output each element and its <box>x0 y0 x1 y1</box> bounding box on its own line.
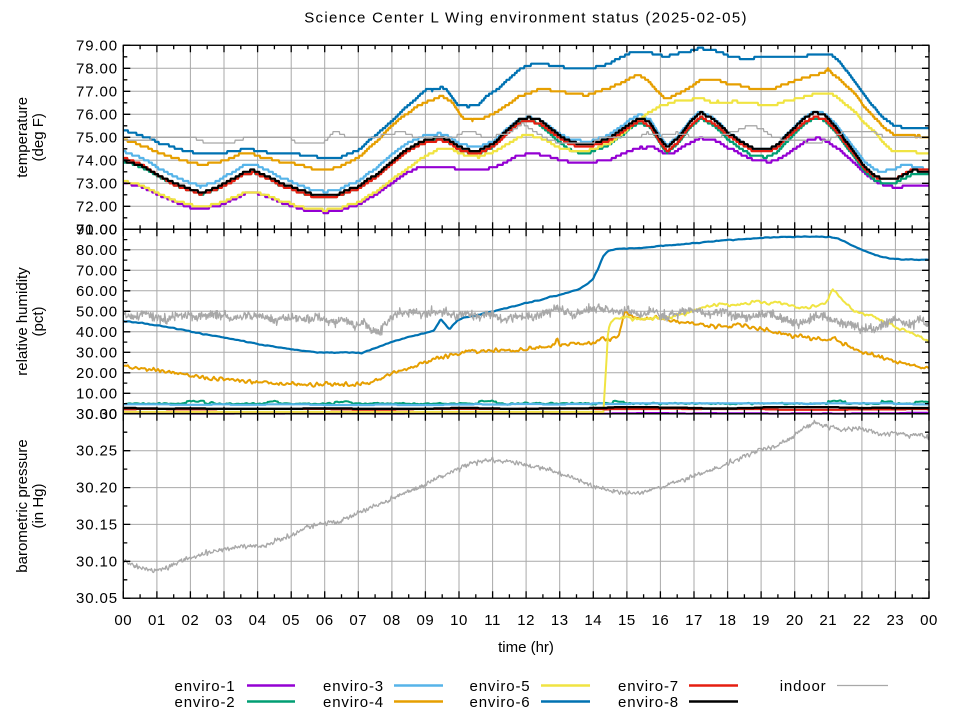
svg-text:30.30: 30.30 <box>76 406 118 423</box>
svg-text:(pct): (pct) <box>30 306 47 336</box>
svg-text:78.00: 78.00 <box>76 60 118 77</box>
svg-text:enviro-2: enviro-2 <box>175 694 236 711</box>
svg-text:15: 15 <box>618 612 636 629</box>
svg-text:76.00: 76.00 <box>76 106 118 123</box>
svg-text:enviro-6: enviro-6 <box>470 694 531 711</box>
svg-text:70.00: 70.00 <box>76 262 118 279</box>
svg-text:30.05: 30.05 <box>76 590 118 607</box>
svg-text:00: 00 <box>114 612 132 629</box>
svg-text:17: 17 <box>685 612 703 629</box>
svg-text:77.00: 77.00 <box>76 83 118 100</box>
svg-text:10: 10 <box>450 612 468 629</box>
svg-text:79.00: 79.00 <box>76 37 118 54</box>
svg-text:04: 04 <box>249 612 267 629</box>
svg-text:19: 19 <box>752 612 770 629</box>
svg-text:relative humidity: relative humidity <box>14 267 31 376</box>
svg-text:time (hr): time (hr) <box>498 639 554 656</box>
svg-text:06: 06 <box>316 612 334 629</box>
svg-text:74.00: 74.00 <box>76 152 118 169</box>
svg-text:72.00: 72.00 <box>76 198 118 215</box>
svg-text:10.00: 10.00 <box>76 385 118 402</box>
svg-text:(deg F): (deg F) <box>30 113 47 161</box>
svg-text:00: 00 <box>920 612 938 629</box>
svg-text:enviro-4: enviro-4 <box>323 694 384 711</box>
svg-text:23: 23 <box>887 612 905 629</box>
svg-text:18: 18 <box>719 612 737 629</box>
svg-text:temperature: temperature <box>14 97 31 178</box>
svg-text:30.15: 30.15 <box>76 516 118 533</box>
svg-text:Science Center L Wing environm: Science Center L Wing environment status… <box>304 10 748 27</box>
svg-text:90.00: 90.00 <box>76 221 118 238</box>
svg-text:01: 01 <box>148 612 166 629</box>
svg-text:09: 09 <box>417 612 435 629</box>
svg-text:enviro-1: enviro-1 <box>175 678 236 695</box>
svg-text:11: 11 <box>484 612 501 629</box>
svg-text:75.00: 75.00 <box>76 129 118 146</box>
svg-text:(in Hg): (in Hg) <box>30 483 47 528</box>
svg-text:30.25: 30.25 <box>76 443 118 460</box>
svg-text:indoor: indoor <box>780 678 827 695</box>
svg-text:08: 08 <box>383 612 401 629</box>
svg-text:03: 03 <box>215 612 233 629</box>
svg-text:71.00: 71.00 <box>76 221 118 238</box>
svg-text:73.00: 73.00 <box>76 175 118 192</box>
svg-text:21: 21 <box>819 612 837 629</box>
svg-text:enviro-7: enviro-7 <box>618 678 679 695</box>
svg-text:60.00: 60.00 <box>76 283 118 300</box>
svg-text:30.20: 30.20 <box>76 480 118 497</box>
svg-text:12: 12 <box>517 612 535 629</box>
svg-text:30.10: 30.10 <box>76 553 118 570</box>
svg-text:20: 20 <box>786 612 804 629</box>
svg-text:20.00: 20.00 <box>76 365 118 382</box>
svg-text:enviro-3: enviro-3 <box>323 678 384 695</box>
svg-text:22: 22 <box>853 612 871 629</box>
svg-text:0.00: 0.00 <box>85 406 118 423</box>
svg-text:40.00: 40.00 <box>76 324 118 341</box>
svg-text:barometric pressure: barometric pressure <box>14 439 31 572</box>
svg-text:13: 13 <box>551 612 569 629</box>
svg-text:50.00: 50.00 <box>76 303 118 320</box>
svg-text:05: 05 <box>282 612 300 629</box>
svg-text:enviro-8: enviro-8 <box>618 694 679 711</box>
svg-text:16: 16 <box>652 612 670 629</box>
svg-text:07: 07 <box>349 612 367 629</box>
svg-text:14: 14 <box>584 612 602 629</box>
svg-text:80.00: 80.00 <box>76 242 118 259</box>
svg-text:02: 02 <box>182 612 200 629</box>
svg-text:enviro-5: enviro-5 <box>470 678 531 695</box>
svg-text:30.00: 30.00 <box>76 344 118 361</box>
